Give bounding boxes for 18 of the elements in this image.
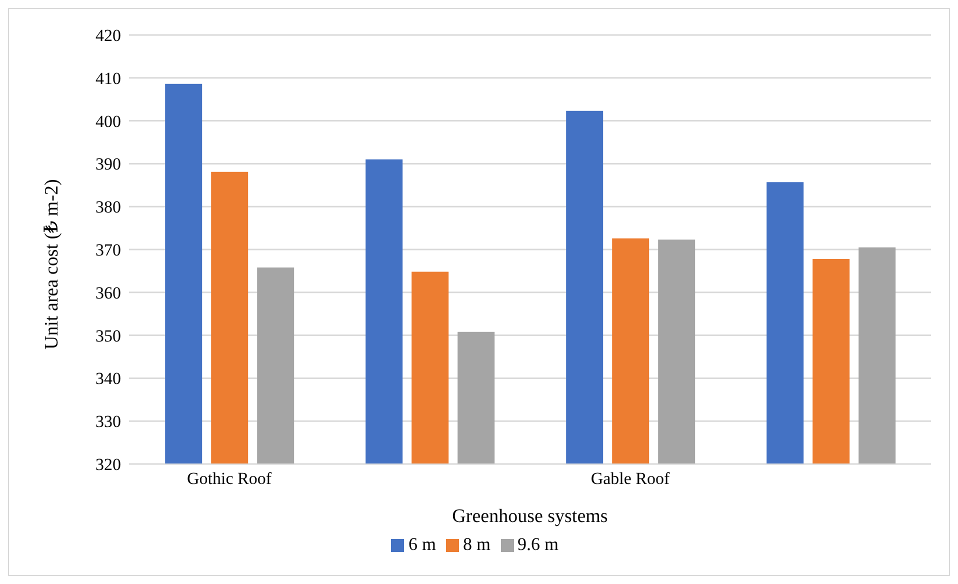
legend-label: 9.6 m [518, 534, 559, 554]
y-tick-label: 420 [96, 26, 121, 46]
y-tick-label: 360 [96, 283, 121, 302]
legend-label: 6 m [408, 534, 436, 554]
y-tick-label: 330 [96, 412, 121, 432]
y-tick-label: 350 [96, 326, 121, 346]
y-axis-title: Unit area cost (₺ m-2) [42, 179, 63, 350]
y-tick-label: 380 [96, 198, 121, 217]
x-tick-label: Gable Roof [590, 469, 670, 488]
y-tick-label: 370 [96, 240, 121, 260]
y-tick-label: 410 [96, 68, 121, 88]
x-axis-title: Greenhouse systems [452, 506, 608, 527]
y-tick-label: 400 [96, 112, 121, 131]
y-tick-label: 390 [96, 154, 121, 174]
legend-label: 8 m [462, 534, 490, 554]
x-tick-label: Gothic Roof [186, 469, 272, 488]
y-tick-label: 340 [96, 369, 121, 388]
y-tick-label: 320 [96, 455, 121, 474]
